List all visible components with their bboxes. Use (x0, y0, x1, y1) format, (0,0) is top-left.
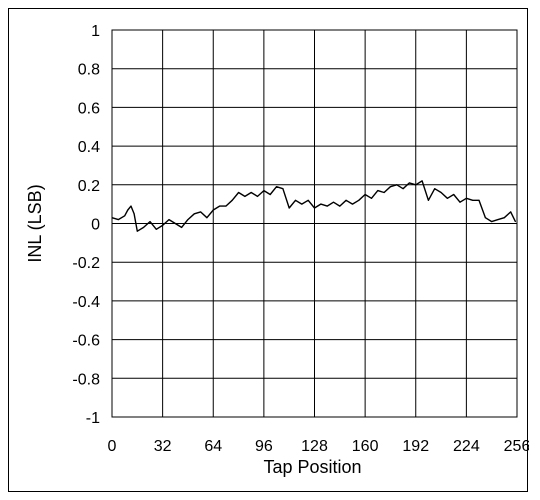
x-tick-label: 192 (402, 438, 429, 455)
data-point (155, 228, 157, 230)
y-tick-label: 0.6 (78, 100, 100, 117)
data-point (282, 188, 284, 190)
data-point (174, 223, 176, 224)
data-point (510, 211, 512, 213)
data-point (269, 193, 271, 195)
data-point (187, 219, 189, 221)
x-tick-label: 128 (301, 438, 328, 455)
data-point (124, 215, 126, 217)
data-point (478, 199, 480, 201)
data-point (446, 197, 448, 199)
data-point (434, 188, 436, 190)
y-tick-label: 1 (91, 23, 100, 40)
data-point (383, 192, 385, 194)
data-point (396, 184, 398, 186)
data-point (358, 199, 360, 201)
data-point (491, 221, 493, 223)
y-tick-label: -0.2 (72, 255, 100, 272)
data-point (225, 205, 227, 207)
data-point (136, 230, 138, 232)
data-point (162, 224, 164, 226)
y-tick-label: -0.4 (72, 294, 100, 311)
plot-area-border (111, 29, 518, 418)
data-point (408, 182, 410, 184)
data-point (389, 186, 391, 188)
data-point (257, 195, 259, 197)
data-point (206, 217, 208, 219)
x-tick-label: 256 (504, 438, 529, 455)
data-point (453, 193, 455, 195)
data-point (377, 190, 379, 192)
data-point (402, 188, 404, 190)
chart-frame: 1 0.8 0.6 0.4 0.2 0 -0.2 -0.4 -0.6 -0.8 -1 0 32 64 96 1… (8, 8, 529, 492)
data-point (288, 207, 290, 209)
x-axis-title: Tap Position (263, 457, 361, 477)
x-tick-label: 32 (154, 438, 172, 455)
data-point (345, 199, 347, 201)
data-point (200, 211, 202, 213)
data-point (332, 201, 334, 203)
data-point (307, 199, 309, 201)
data-point (143, 226, 145, 228)
x-tick-label: 0 (108, 438, 117, 455)
data-point (127, 209, 129, 211)
data-point (465, 197, 467, 199)
data-point (514, 221, 516, 223)
data-point (421, 180, 423, 182)
y-tick-label: -0.8 (72, 371, 100, 388)
y-tick-label: 0.8 (78, 62, 100, 79)
data-point (149, 221, 151, 223)
data-point (364, 193, 366, 195)
data-point (440, 192, 442, 194)
data-point (193, 213, 195, 215)
y-tick-label: -1 (86, 410, 100, 427)
x-tick-label: 224 (453, 438, 480, 455)
x-tick-label: 96 (255, 438, 273, 455)
data-point (326, 205, 328, 207)
data-point (497, 219, 499, 221)
data-point (295, 199, 297, 201)
data-point (111, 217, 113, 219)
data-point (250, 192, 252, 194)
y-tick-label: 0.2 (78, 178, 100, 195)
x-tick-label: 64 (204, 438, 222, 455)
data-point (301, 203, 303, 205)
data-point (339, 205, 341, 207)
data-point (484, 217, 486, 219)
y-tick-label: 0 (91, 217, 100, 234)
y-axis-title: INL (LSB) (25, 184, 45, 262)
data-point (117, 219, 119, 221)
inl-chart: 1 0.8 0.6 0.4 0.2 0 -0.2 -0.4 -0.6 -0.8 -1 0 32 64 96 1… (25, 23, 529, 477)
y-tick-label: 0.4 (78, 139, 100, 156)
data-point (133, 213, 135, 215)
data-point (415, 184, 417, 186)
data-point (351, 203, 353, 205)
data-point (263, 190, 265, 192)
data-point (130, 205, 132, 207)
data-point (244, 195, 246, 197)
data-point (212, 209, 214, 211)
data-point (370, 197, 372, 199)
data-point (168, 219, 170, 221)
data-point (427, 199, 429, 201)
data-point (276, 186, 278, 188)
data-point (231, 199, 233, 201)
x-tick-label: 160 (352, 438, 379, 455)
data-point (314, 207, 315, 209)
data-point (181, 226, 183, 228)
y-tick-label: -0.6 (72, 333, 100, 350)
data-point (472, 199, 474, 201)
data-point (459, 201, 461, 203)
data-point (219, 205, 221, 207)
data-point (503, 217, 505, 219)
data-point (238, 192, 240, 194)
data-point (320, 203, 322, 205)
